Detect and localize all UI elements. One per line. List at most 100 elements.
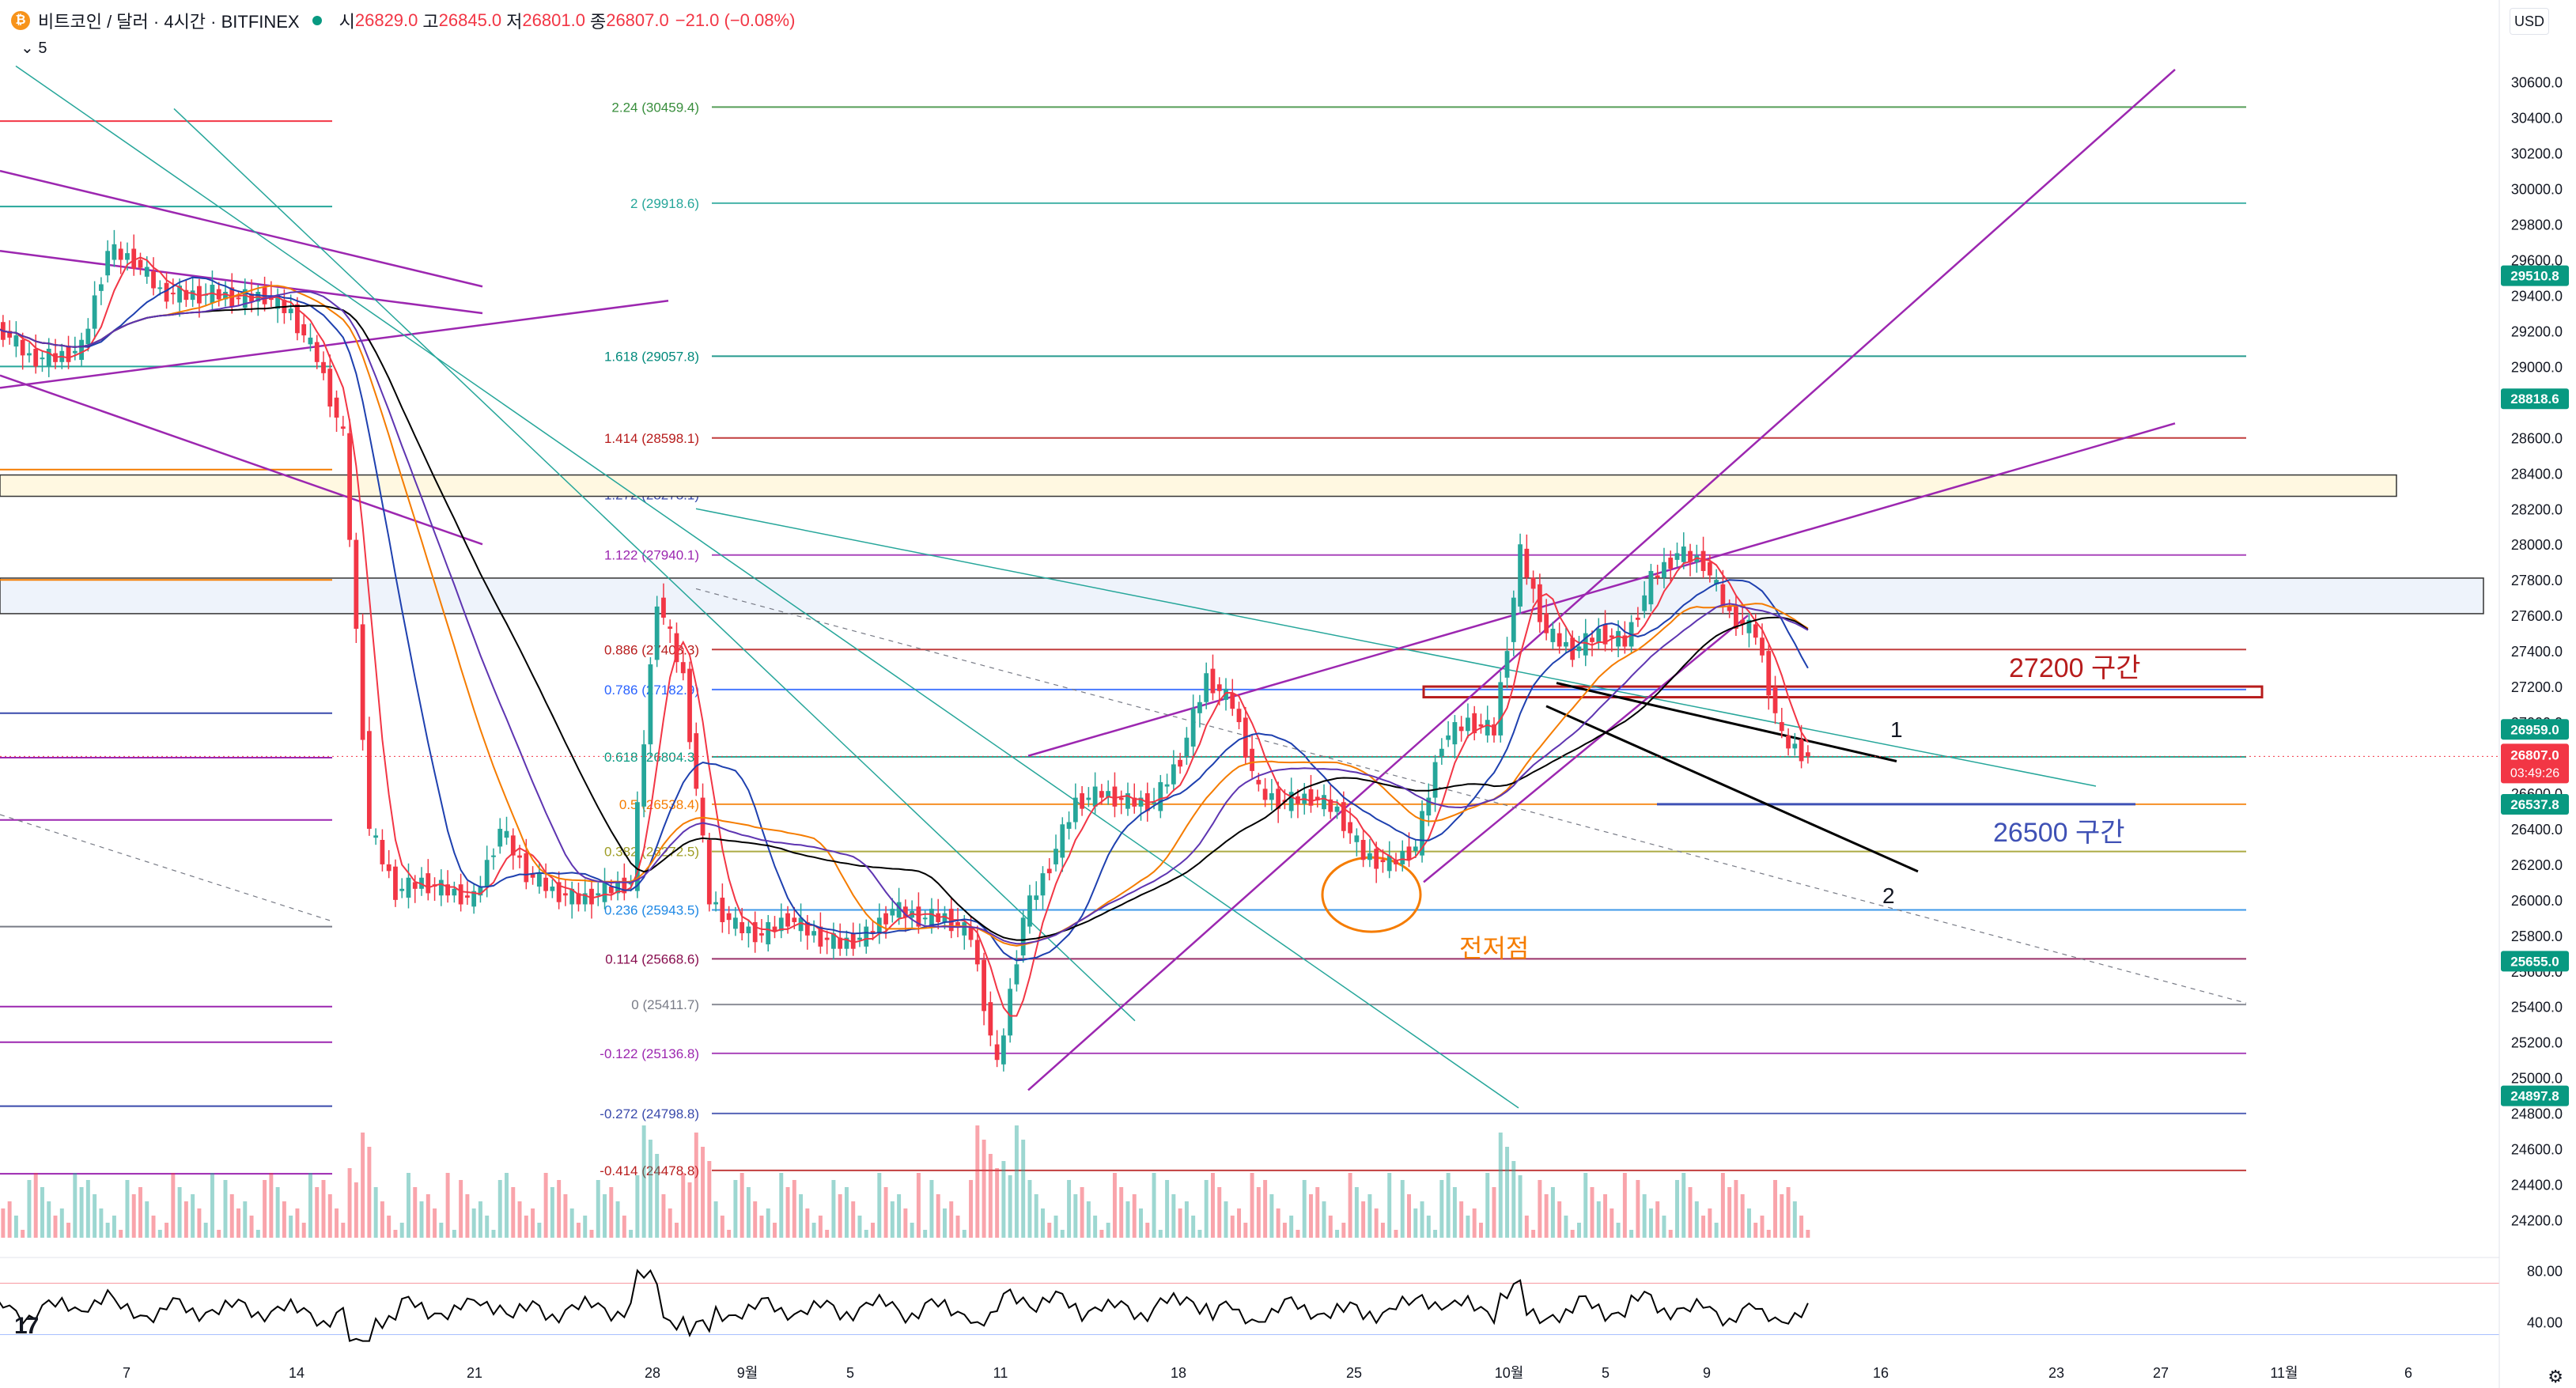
- candle-body: [1269, 792, 1274, 800]
- volume-bar: [799, 1194, 804, 1238]
- volume-bar: [1080, 1187, 1084, 1238]
- candle-body: [524, 853, 529, 883]
- volume-bar: [263, 1180, 267, 1238]
- candle-body: [831, 933, 836, 949]
- candle-body: [713, 902, 718, 905]
- volume-bar: [1570, 1230, 1575, 1238]
- time-tick-label: 5: [846, 1365, 854, 1381]
- time-tick-label: 11월: [2270, 1365, 2298, 1381]
- candle-body: [504, 830, 509, 838]
- price-tick-label: 29600.0: [2511, 253, 2563, 269]
- candle-body: [622, 877, 627, 894]
- candle-body: [1740, 619, 1746, 625]
- candle-body: [1132, 797, 1137, 807]
- volume-bar: [1171, 1194, 1176, 1238]
- candle-body: [1616, 630, 1621, 647]
- zone-box-27200: [1422, 685, 2264, 699]
- volume-bar: [33, 1173, 38, 1238]
- trend-line-2: [1545, 705, 1919, 873]
- indicator-toggle[interactable]: ⌄ 5: [21, 38, 47, 58]
- volume-bar: [1400, 1180, 1405, 1238]
- volume-bar: [210, 1173, 214, 1238]
- candle-body: [1472, 713, 1477, 734]
- volume-bar: [543, 1173, 548, 1238]
- currency-button[interactable]: USD: [2510, 8, 2549, 35]
- candle-body: [497, 828, 503, 847]
- candle-body: [105, 251, 111, 276]
- fib-level-label: 2.24 (30459.4): [611, 100, 699, 115]
- volume-bar: [1675, 1180, 1679, 1238]
- candle-body: [602, 882, 607, 902]
- volume-layer: [1, 1125, 1810, 1238]
- candle-body: [634, 802, 640, 891]
- volume-bar: [79, 1187, 84, 1238]
- candle-body: [1197, 702, 1202, 713]
- volume-bar: [85, 1180, 90, 1238]
- volume-bar: [864, 1230, 868, 1238]
- volume-bar: [478, 1201, 482, 1238]
- candle-body: [314, 342, 320, 362]
- volume-bar: [615, 1201, 620, 1238]
- candle-body: [687, 668, 692, 743]
- candle-body: [295, 304, 300, 334]
- volume-bar: [641, 1125, 646, 1238]
- gear-icon[interactable]: ⚙: [2548, 1367, 2563, 1386]
- volume-bar: [1485, 1173, 1490, 1238]
- candle-body: [92, 295, 97, 329]
- volume-bar: [1001, 1161, 1006, 1238]
- price-tick-label: 27400.0: [2511, 644, 2563, 660]
- fib-level-label: 0.114 (25668.6): [605, 951, 699, 966]
- fib-level-label: 1.122 (27940.1): [604, 548, 699, 563]
- volume-bar: [387, 1216, 392, 1238]
- candle-body: [72, 350, 78, 354]
- volume-bar: [1622, 1173, 1627, 1238]
- candle-body: [1060, 824, 1065, 858]
- candle-body: [1106, 791, 1111, 798]
- high-label: 고: [422, 12, 439, 32]
- candle-body: [1256, 780, 1262, 785]
- candle-body: [236, 297, 241, 300]
- volume-bar: [524, 1216, 528, 1238]
- candle-body: [1458, 726, 1464, 732]
- candle-body: [1250, 748, 1254, 771]
- time-tick-label: 7: [123, 1365, 131, 1381]
- candle-body: [1328, 799, 1333, 812]
- price-badge-label: 25655.0: [2510, 954, 2559, 969]
- candle-body: [844, 937, 849, 949]
- candle-body: [1046, 868, 1052, 874]
- candle-body: [471, 891, 477, 907]
- candle-body: [1112, 786, 1118, 807]
- volume-bar: [1681, 1173, 1686, 1238]
- volume-bar: [1636, 1180, 1640, 1238]
- candle-body: [1700, 550, 1706, 571]
- volume-bar: [857, 1216, 862, 1238]
- candle-body: [1792, 743, 1798, 749]
- volume-bar: [1452, 1187, 1457, 1238]
- volume-bar: [831, 1180, 836, 1238]
- price-tick-label: 26200.0: [2511, 857, 2563, 873]
- volume-bar: [511, 1187, 516, 1238]
- volume-bar: [1263, 1180, 1268, 1238]
- volume-bar: [1413, 1208, 1418, 1238]
- volume-bar: [838, 1194, 842, 1238]
- volume-bar: [609, 1187, 614, 1238]
- candle-body: [1224, 688, 1228, 700]
- volume-bar: [373, 1187, 378, 1238]
- volume-bar: [929, 1180, 934, 1238]
- volume-bar: [361, 1133, 365, 1238]
- symbol-title[interactable]: 비트코인 / 달러 · 4시간 · BITFINEX: [38, 12, 300, 32]
- candle-body: [759, 933, 764, 936]
- candle-body: [1602, 624, 1608, 645]
- price-badge-label: 24897.8: [2510, 1089, 2559, 1104]
- volume-bar: [1786, 1187, 1791, 1238]
- candle-body: [1138, 797, 1144, 807]
- volume-bar: [1132, 1194, 1137, 1238]
- oscillator-tick-label: 40.00: [2527, 1314, 2563, 1330]
- candle-body: [510, 835, 516, 856]
- volume-bar: [1655, 1201, 1660, 1238]
- candle-body: [1524, 548, 1530, 578]
- candle-body: [1466, 717, 1470, 732]
- candle-body: [1636, 617, 1640, 620]
- candle-body: [406, 877, 411, 898]
